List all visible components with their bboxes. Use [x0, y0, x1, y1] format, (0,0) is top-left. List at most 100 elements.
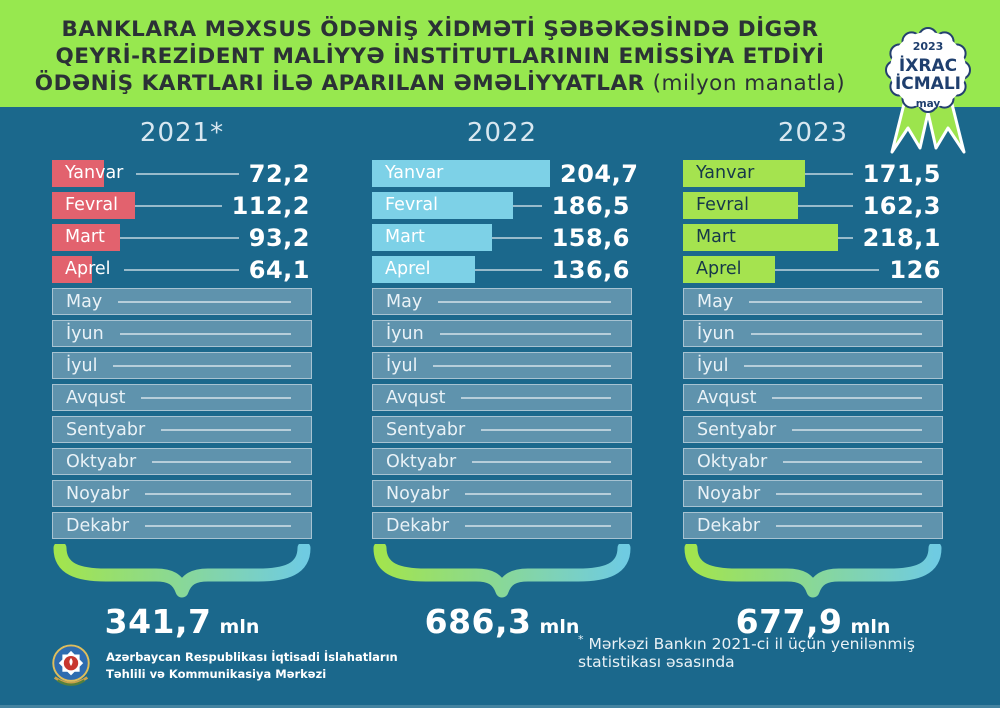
bar-row: Oktyabr	[52, 448, 312, 475]
month-bar-inactive: Avqust	[683, 384, 943, 411]
month-bar-inactive: İyun	[683, 320, 943, 347]
bar-rows: Yanvar 171,5 Fevral 162,3 Mart 218,1 Aprel 126 M…	[683, 160, 943, 539]
month-label: İyul	[386, 355, 418, 376]
month-bar: Aprel	[52, 256, 124, 283]
bar-row: Avqust	[372, 384, 632, 411]
bar-value: 186,5	[551, 191, 630, 220]
month-bar-fill	[683, 256, 775, 283]
bar-row: May	[52, 288, 312, 315]
bar-row: Dekabr	[52, 512, 312, 539]
month-bar: Aprel	[683, 256, 775, 283]
column-total: 341,7 mln	[52, 602, 312, 641]
connector-line	[161, 428, 291, 431]
brace-wrap	[683, 544, 943, 600]
connector-line	[141, 396, 291, 399]
bar-value: 72,2	[248, 159, 310, 188]
month-bar-inactive: Dekabr	[52, 512, 312, 539]
month-label: İyun	[66, 323, 104, 344]
month-bar: Fevral	[52, 192, 135, 219]
month-label: Aprel	[65, 259, 111, 279]
bar-value: 112,2	[231, 191, 310, 220]
month-label: Yanvar	[696, 163, 755, 183]
month-label: Avqust	[66, 387, 126, 408]
connector-line	[798, 204, 853, 207]
footnote: * Mərkəzi Bankın 2021-ci il üçün yenilənm…	[578, 633, 915, 672]
connector-line	[120, 236, 239, 239]
month-bar-fill	[683, 160, 805, 187]
month-label: Mart	[385, 227, 425, 247]
bar-row: Aprel 64,1	[52, 256, 312, 284]
month-bar: Mart	[683, 224, 838, 251]
month-bar-fill	[52, 224, 120, 251]
connector-line	[481, 428, 611, 431]
month-bar-fill	[52, 256, 92, 283]
connector-line	[792, 428, 922, 431]
connector-line	[744, 364, 922, 367]
bar-row: Sentyabr	[52, 416, 312, 443]
award-badge: 2023 İXRAC İCMALI may	[885, 27, 971, 154]
month-label: Fevral	[385, 195, 439, 215]
footer: Azərbaycan Respublikası İqtisadi İslahat…	[48, 642, 398, 690]
bar-rows: Yanvar 72,2 Fevral 112,2 Mart 93,2 Aprel 64,1 Ma…	[52, 160, 312, 539]
title-unit-note: (milyon manatla)	[652, 71, 846, 96]
month-label: Yanvar	[65, 163, 124, 183]
title-line-1: BANKLARA MƏXSUS ÖDƏNİŞ XİDMƏTİ ŞƏBƏKƏSİN…	[61, 17, 819, 42]
total-unit: mln	[539, 616, 580, 638]
connector-line	[783, 460, 922, 463]
bar-row: May	[683, 288, 943, 315]
bar-row: Noyabr	[372, 480, 632, 507]
month-bar-fill	[372, 160, 550, 187]
month-label: Noyabr	[386, 483, 450, 504]
connector-line	[461, 396, 611, 399]
month-label: Oktyabr	[697, 451, 768, 472]
connector-line	[145, 492, 291, 495]
month-bar-fill	[372, 256, 475, 283]
month-label: İyun	[386, 323, 424, 344]
month-label: Noyabr	[697, 483, 761, 504]
bar-row: Dekabr	[372, 512, 632, 539]
bar-row: Fevral 112,2	[52, 191, 312, 220]
bar-value: 218,1	[862, 223, 941, 252]
total-unit: mln	[219, 616, 260, 638]
bar-row: Fevral 162,3	[683, 192, 943, 220]
badge-year: 2023	[913, 40, 944, 53]
bar-value: 171,5	[862, 159, 941, 188]
chart-year-label: 2023	[777, 118, 849, 148]
badge-line2: İCMALI	[895, 72, 961, 94]
month-label: Sentyabr	[386, 419, 466, 440]
month-bar-inactive: Noyabr	[52, 480, 312, 507]
month-bar: Yanvar	[372, 160, 550, 187]
bar-row: İyun	[52, 320, 312, 347]
month-bar-inactive: Sentyabr	[372, 416, 632, 443]
month-bar-inactive: Noyabr	[372, 480, 632, 507]
month-label: Yanvar	[385, 163, 444, 183]
month-bar: Yanvar	[52, 160, 136, 187]
month-bar: Fevral	[372, 192, 513, 219]
month-label: İyun	[697, 323, 735, 344]
chart-column-3: 2023 Yanvar 171,5 Fevral 162,3 Mart 218,1 Aprel…	[683, 118, 943, 641]
bar-value: 136,6	[551, 255, 630, 284]
connector-line	[775, 268, 880, 271]
month-label: Mart	[696, 227, 736, 247]
bar-row: Oktyabr	[372, 448, 632, 475]
connector-line	[750, 332, 922, 335]
brace-wrap	[372, 544, 632, 600]
bar-row: Noyabr	[52, 480, 312, 507]
month-bar: Yanvar	[683, 160, 805, 187]
connector-line	[838, 236, 853, 239]
month-label: Aprel	[385, 259, 431, 279]
bar-row: İyun	[683, 320, 943, 347]
azerbaijan-emblem-icon	[52, 644, 90, 686]
bar-value: 204,7	[560, 159, 639, 188]
month-label: Dekabr	[697, 515, 761, 536]
bar-row: Yanvar 72,2	[52, 159, 312, 188]
month-bar-inactive: Dekabr	[683, 512, 943, 539]
month-bar-fill	[372, 224, 492, 251]
month-bar-fill	[52, 160, 104, 187]
month-bar: Fevral	[683, 192, 798, 219]
brace-icon	[53, 544, 311, 598]
total-value: 686,3	[424, 602, 532, 641]
connector-line	[805, 172, 853, 175]
month-bar-inactive: Sentyabr	[683, 416, 943, 443]
month-bar-fill	[372, 192, 513, 219]
